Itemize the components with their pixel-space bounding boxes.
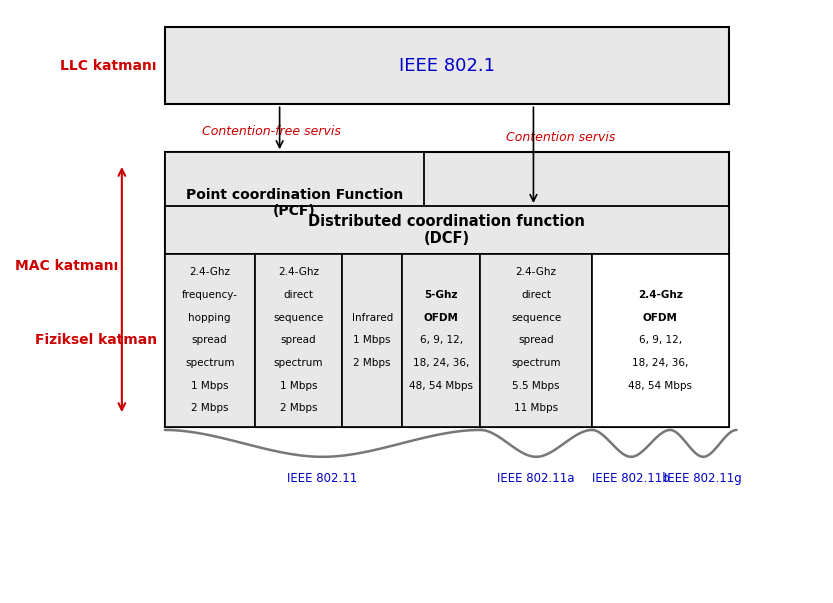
Text: spectrum: spectrum: [273, 358, 323, 368]
Text: Infrared: Infrared: [352, 312, 393, 323]
Text: sequence: sequence: [273, 312, 323, 323]
Text: IEEE 802.11: IEEE 802.11: [287, 472, 357, 485]
Bar: [342, 254, 402, 427]
Text: IEEE 802.11a: IEEE 802.11a: [497, 472, 575, 485]
Text: Distributed coordination function
(DCF): Distributed coordination function (DCF): [308, 213, 586, 246]
Text: direct: direct: [283, 290, 313, 300]
Text: Fiziksel katman: Fiziksel katman: [35, 333, 157, 347]
Text: spread: spread: [518, 335, 554, 346]
Bar: [165, 254, 255, 427]
Text: 1 Mbps: 1 Mbps: [353, 335, 391, 346]
Text: 1 Mbps: 1 Mbps: [191, 380, 228, 391]
Text: IEEE 802.11g: IEEE 802.11g: [665, 472, 742, 485]
Text: 5-Ghz: 5-Ghz: [425, 290, 458, 300]
Text: IEEE 802.11b: IEEE 802.11b: [592, 472, 670, 485]
Bar: [165, 206, 729, 254]
Text: 2 Mbps: 2 Mbps: [280, 403, 317, 414]
Bar: [481, 254, 592, 427]
Text: 5.5 Mbps: 5.5 Mbps: [512, 380, 560, 391]
Bar: [255, 254, 342, 427]
Text: 11 Mbps: 11 Mbps: [514, 403, 558, 414]
Text: MAC katmanı: MAC katmanı: [15, 259, 118, 273]
Text: IEEE 802.1: IEEE 802.1: [399, 57, 495, 75]
Text: LLC katmanı: LLC katmanı: [61, 58, 157, 72]
Text: 48, 54 Mbps: 48, 54 Mbps: [628, 380, 692, 391]
Text: 18, 24, 36,: 18, 24, 36,: [632, 358, 689, 368]
Text: 6, 9, 12,: 6, 9, 12,: [639, 335, 682, 346]
Text: direct: direct: [521, 290, 551, 300]
Text: hopping: hopping: [188, 312, 231, 323]
Text: 2.4-Ghz: 2.4-Ghz: [278, 267, 319, 277]
Text: 2.4-Ghz: 2.4-Ghz: [516, 267, 556, 277]
Text: 1 Mbps: 1 Mbps: [280, 380, 317, 391]
Text: spectrum: spectrum: [185, 358, 234, 368]
Bar: [592, 254, 729, 427]
Bar: [165, 152, 729, 427]
Text: 2.4-Ghz: 2.4-Ghz: [189, 267, 230, 277]
Text: spread: spread: [192, 335, 227, 346]
Text: OFDM: OFDM: [424, 312, 459, 323]
Text: 2 Mbps: 2 Mbps: [191, 403, 228, 414]
Bar: [165, 152, 424, 254]
Text: 2 Mbps: 2 Mbps: [353, 358, 391, 368]
Text: frequency-: frequency-: [182, 290, 237, 300]
Bar: [402, 254, 481, 427]
Bar: [165, 27, 729, 104]
Text: 2.4-Ghz: 2.4-Ghz: [638, 290, 683, 300]
Text: 6, 9, 12,: 6, 9, 12,: [420, 335, 463, 346]
Text: Contention-free servis: Contention-free servis: [202, 125, 342, 137]
Text: sequence: sequence: [511, 312, 561, 323]
Text: Contention servis: Contention servis: [506, 131, 616, 144]
Text: Point coordination Function
(PCF): Point coordination Function (PCF): [186, 188, 403, 218]
Text: 48, 54 Mbps: 48, 54 Mbps: [409, 380, 473, 391]
Text: OFDM: OFDM: [643, 312, 678, 323]
Text: 18, 24, 36,: 18, 24, 36,: [413, 358, 470, 368]
Text: spread: spread: [281, 335, 317, 346]
Text: spectrum: spectrum: [511, 358, 561, 368]
